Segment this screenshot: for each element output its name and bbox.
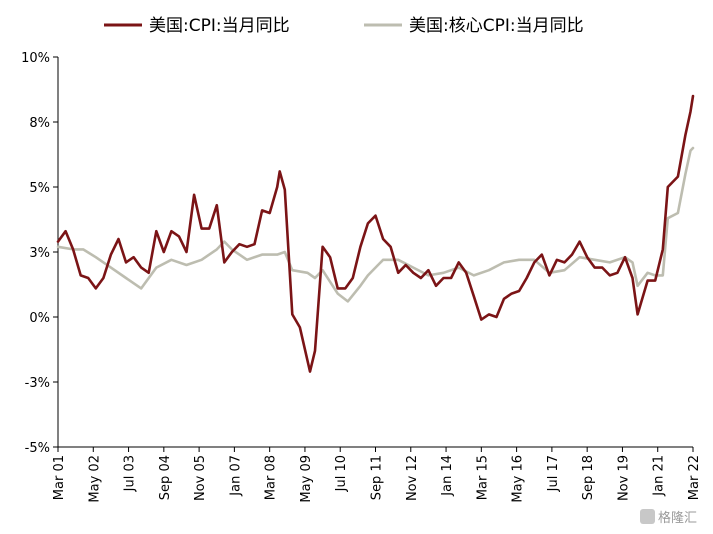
y-tick-label: -5% (25, 441, 50, 456)
x-tick-label: Mar 15 (475, 455, 490, 500)
x-tick-label: May 02 (87, 455, 102, 503)
x-tick-label: May 16 (511, 455, 526, 503)
y-tick-label: 3% (29, 246, 50, 261)
series-line-cpi (56, 94, 695, 373)
x-tick-label: Jan 07 (228, 455, 243, 497)
series-line-core-cpi (56, 146, 695, 303)
x-tick-label: Jul 03 (123, 455, 138, 492)
legend: 美国:CPI:当月同比 美国:核心CPI:当月同比 (104, 16, 584, 36)
y-axis: 10% 8% 5% 3% 0% -3% -5% (21, 51, 59, 456)
x-axis: Mar 01 May 02 Jul 03 Sep 04 Nov 05 Jan 07 Mar … (52, 446, 702, 503)
x-tick-label: May 09 (299, 455, 314, 503)
x-tick-label: Sep 11 (370, 455, 385, 500)
y-tick-label: 0% (29, 311, 50, 326)
watermark-text: 格隆汇 (658, 510, 697, 526)
legend-label-core-cpi: 美国:核心CPI:当月同比 (409, 16, 584, 36)
watermark: 格隆汇 (640, 509, 697, 526)
x-tick-label: Nov 05 (193, 455, 208, 501)
x-tick-label: Nov 19 (616, 455, 631, 501)
x-tick-label: Jan 14 (440, 455, 455, 497)
x-tick-label: Mar 08 (264, 455, 279, 500)
x-tick-label: Jan 21 (652, 455, 667, 497)
x-tick-label: Nov 12 (405, 455, 420, 501)
x-tick-label: Sep 18 (581, 455, 596, 500)
x-tick-label: Jul 17 (546, 455, 561, 492)
y-tick-label: 8% (29, 116, 50, 131)
x-tick-label: Jul 10 (334, 455, 349, 492)
x-tick-label: Mar 22 (687, 455, 702, 500)
x-tick-label: Sep 04 (158, 455, 173, 500)
y-tick-label: 10% (21, 51, 50, 66)
x-tick-label: Mar 01 (52, 455, 67, 500)
y-tick-label: 5% (29, 181, 50, 196)
y-tick-label: -3% (25, 376, 50, 391)
watermark-logo-icon (640, 509, 655, 524)
plot-lines (56, 94, 695, 373)
legend-label-cpi: 美国:CPI:当月同比 (149, 16, 290, 36)
